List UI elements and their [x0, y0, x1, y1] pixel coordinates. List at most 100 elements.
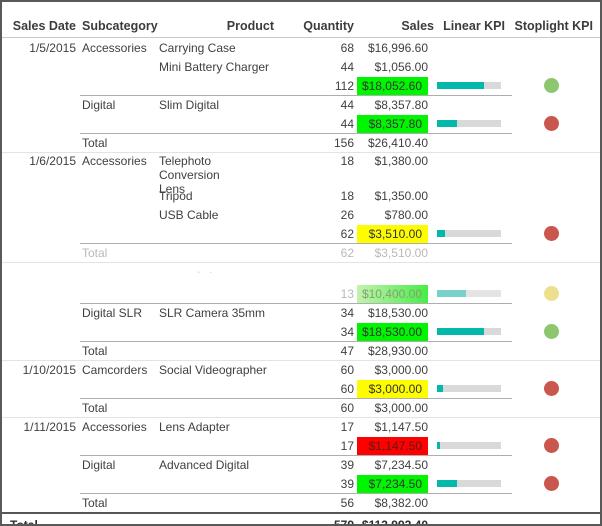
column-header-linear-kpi[interactable]: Linear KPI: [443, 19, 505, 33]
product-row[interactable]: Digital Advanced Digital 39 $7,234.50: [2, 455, 600, 474]
cell-sales: $18,052.60: [354, 76, 434, 95]
cell-subcategory: Total: [82, 245, 108, 260]
grouptotal-row[interactable]: Total 47 $28,930.00: [2, 341, 600, 360]
cell-quantity: 44: [340, 59, 354, 74]
cell-product: Telephoto Conversion Lens: [159, 154, 220, 196]
cell-sales: $780.00: [384, 207, 428, 222]
cell-quantity: 44: [340, 116, 354, 131]
linear-kpi-bar: [437, 385, 501, 392]
grouptotal-row[interactable]: Total 56 $8,382.00: [2, 493, 600, 512]
cell-sales: $8,357.80: [374, 97, 428, 112]
subtotal-row[interactable]: 17 $1,147.50: [2, 436, 600, 455]
cell-sales: $18,530.00: [354, 322, 434, 341]
subtotal-row[interactable]: 13 $10,400.00: [2, 284, 600, 303]
cell-sales: $8,382.00: [374, 495, 428, 510]
cell-product: Tripod: [159, 188, 193, 203]
product-row[interactable]: 1/5/2015 Accessories Carrying Case 68 $16,99…: [2, 38, 600, 57]
cell-stoplight-kpi: [512, 476, 598, 491]
green-highlight-cell: $7,234.50: [357, 474, 428, 493]
linear-kpi-bar: [437, 82, 501, 89]
cell-sales: $16,996.60: [367, 40, 428, 55]
linear-kpi-bar-fill: [437, 120, 457, 127]
cell-quantity: 68: [340, 40, 354, 55]
product-row[interactable]: Tripod 18 $1,350.00: [2, 186, 600, 205]
cell-sales: $10,400.00: [354, 284, 434, 303]
subtotal-row[interactable]: 44 $8,357.80: [2, 114, 600, 133]
cell-quantity: 18: [340, 154, 354, 168]
column-header-sales[interactable]: Sales: [401, 19, 434, 33]
cell-sales: $1,147.50: [374, 419, 428, 434]
cell-sales: $28,930.00: [367, 343, 428, 358]
cell-sales-date: 1/11/2015: [23, 419, 77, 434]
cell-quantity: 18: [340, 188, 354, 203]
ghost-artifact: - ·: [197, 267, 216, 278]
cell-subcategory: Camcorders: [82, 362, 148, 377]
subtotal-row[interactable]: 112 $18,052.60: [2, 76, 600, 95]
cell-quantity: 34: [340, 324, 354, 339]
cell-sales: $1,056.00: [374, 59, 428, 74]
grouptotal-row[interactable]: Total 62 $3,510.00: [2, 243, 600, 262]
column-header-sales-date[interactable]: Sales Date: [12, 19, 76, 33]
linear-kpi-bar: [437, 480, 501, 487]
cell-product: Lens Adapter: [159, 419, 230, 434]
linear-kpi-bar-fill: [437, 442, 441, 449]
linear-kpi-bar-fill: [437, 480, 457, 487]
green-stoplight-icon: [543, 324, 559, 339]
cell-quantity: 39: [340, 476, 354, 491]
subtotal-row[interactable]: 60 $3,000.00: [2, 379, 600, 398]
ghost-row[interactable]: - ·: [2, 262, 600, 284]
linear-kpi-bar: [437, 328, 501, 335]
cell-stoplight-kpi: [512, 438, 598, 453]
product-row[interactable]: Mini Battery Charger 44 $1,056.00: [2, 57, 600, 76]
column-header-subcategory[interactable]: Subcategory: [82, 19, 158, 33]
red-stoplight-icon: [543, 226, 559, 241]
product-row[interactable]: 1/11/2015 Accessories Lens Adapter 17 $1,147…: [2, 417, 600, 436]
cell-linear-kpi: [434, 290, 512, 297]
cell-quantity: 26: [340, 207, 354, 222]
linear-kpi-bar: [437, 230, 501, 237]
cell-linear-kpi: [434, 385, 512, 392]
product-row[interactable]: USB Cable 26 $780.00: [2, 205, 600, 224]
cell-quantity: 44: [340, 97, 354, 112]
cell-stoplight-kpi: [512, 226, 598, 241]
product-row[interactable]: Digital Slim Digital 44 $8,357.80: [2, 95, 600, 114]
cell-product: USB Cable: [159, 207, 219, 222]
cell-subcategory: Digital SLR: [82, 305, 143, 320]
yellow-highlight-cell: $3,510.00: [357, 224, 428, 243]
cell-sales: $8,357.80: [354, 114, 434, 133]
subtotal-row[interactable]: 39 $7,234.50: [2, 474, 600, 493]
subtotal-row[interactable]: 62 $3,510.00: [2, 224, 600, 243]
product-row[interactable]: Digital SLR SLR Camera 35mm 34 $18,530.00: [2, 303, 600, 322]
cell-product: Advanced Digital: [159, 457, 250, 472]
green-highlight-cell: $8,357.80: [357, 114, 428, 133]
cell-stoplight-kpi: [512, 324, 598, 339]
red-stoplight-icon: [543, 438, 559, 453]
cell-subcategory: Digital: [82, 457, 116, 472]
cell-sales: $3,510.00: [354, 224, 434, 243]
cell-sales-date: 1/5/2015: [29, 40, 76, 55]
cell-sales: $1,350.00: [374, 188, 428, 203]
cell-sales-date: 1/6/2015: [29, 154, 76, 168]
linear-kpi-bar-fill: [437, 290, 466, 297]
subtotal-row[interactable]: 34 $18,530.00: [2, 322, 600, 341]
column-header-stoplight-kpi[interactable]: Stoplight KPI: [514, 19, 593, 33]
cell-sales: $7,234.50: [374, 457, 428, 472]
cell-quantity: 56: [340, 495, 354, 510]
cell-subcategory: Total: [82, 135, 108, 150]
cell-linear-kpi: [434, 442, 512, 449]
grouptotal-row[interactable]: Total 156 $26,410.40: [2, 133, 600, 152]
cell-subcategory: Accessories: [82, 419, 147, 434]
cell-linear-kpi: [434, 230, 512, 237]
product-row[interactable]: 1/10/2015 Camcorders Social Videographer 60…: [2, 360, 600, 379]
grouptotal-row[interactable]: Total 60 $3,000.00: [2, 398, 600, 417]
green-highlight-cell: $18,052.60: [357, 76, 428, 95]
product-row[interactable]: 1/6/2015 Accessories Telephoto Conversion …: [2, 152, 600, 196]
paleyellow-stoplight-icon: [543, 286, 559, 301]
cell-quantity: 60: [340, 381, 354, 396]
column-header-quantity[interactable]: Quantity: [303, 19, 354, 33]
column-header-product[interactable]: Product: [226, 19, 274, 33]
yellow-highlight-cell: $3,000.00: [357, 379, 428, 398]
grand-total-row[interactable]: Total 579 $113,992.40: [2, 512, 600, 524]
cell-quantity: 47: [340, 343, 354, 358]
